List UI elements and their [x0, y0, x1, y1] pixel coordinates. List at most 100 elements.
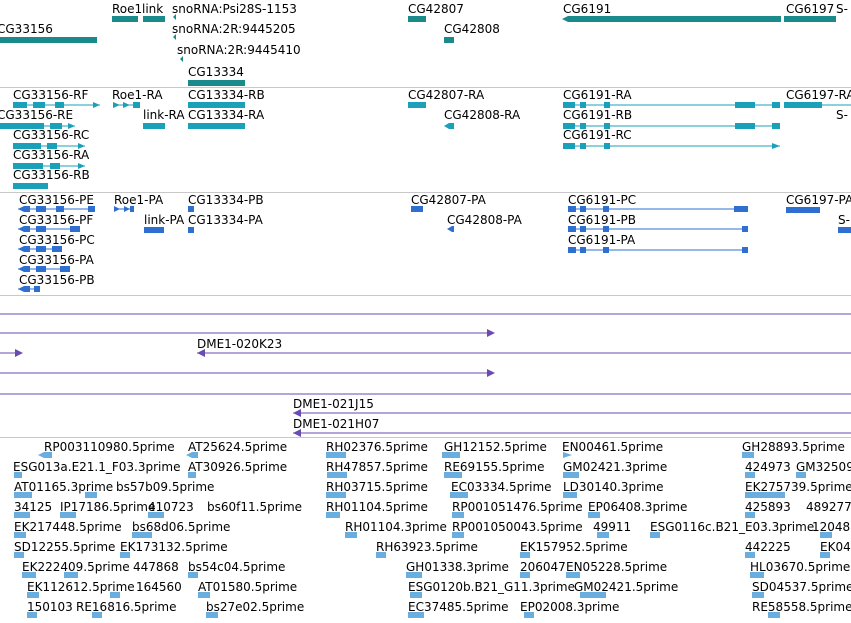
clone-label[interactable]: DME1-021J15 [293, 397, 374, 411]
est-label[interactable]: EC37485.5prime [408, 600, 509, 614]
protein-glyph[interactable] [18, 246, 62, 252]
protein-glyph[interactable] [188, 227, 194, 233]
est-label[interactable]: 424973 [745, 460, 791, 474]
est-label[interactable]: bs68d06.5prime [132, 520, 231, 534]
est-glyph[interactable] [92, 612, 102, 618]
transcript-label[interactable]: CG6197-RA [786, 88, 851, 102]
est-glyph[interactable] [27, 592, 39, 598]
est-label[interactable]: EN00461.5prime [562, 440, 664, 454]
est-glyph[interactable] [38, 452, 52, 458]
transcript-glyph[interactable] [0, 123, 75, 129]
est-glyph[interactable] [14, 512, 30, 518]
est-glyph[interactable] [524, 612, 534, 618]
transcript-glyph[interactable] [563, 143, 780, 149]
clone-glyph[interactable] [197, 349, 851, 357]
est-label[interactable]: RE58558.5prime [752, 600, 851, 614]
protein-glyph[interactable] [188, 206, 194, 212]
transcript-label[interactable]: CG13334-RA [188, 108, 265, 122]
est-label[interactable]: ESG0116c.B21_E03.3prime [650, 520, 815, 534]
protein-glyph[interactable] [447, 226, 454, 232]
est-glyph[interactable] [650, 532, 660, 538]
est-label[interactable]: ESG013a.E21.1_F03.3prime [13, 460, 181, 474]
est-label[interactable]: EP06408.3prime [588, 500, 688, 514]
gene-label[interactable]: snoRNA:Psi28S-1153 [172, 2, 297, 16]
est-glyph[interactable] [442, 452, 460, 458]
gene-glyph[interactable] [180, 56, 183, 62]
gene-label[interactable]: CG42807 [408, 2, 464, 16]
protein-label[interactable]: CG33156-PF [19, 213, 94, 227]
protein-label[interactable]: CG13334-PB [188, 193, 264, 207]
protein-label[interactable]: CG33156-PC [19, 233, 95, 247]
protein-label[interactable]: CG42807-PA [411, 193, 486, 207]
transcript-label[interactable]: Roe1-RA [112, 88, 163, 102]
clone-glyph[interactable] [0, 369, 495, 377]
est-label[interactable]: EK157952.5prime [520, 540, 628, 554]
protein-label[interactable]: CG6191-PB [568, 213, 637, 227]
est-label[interactable]: EN05228.5prime [566, 560, 668, 574]
est-label[interactable]: GH01338.3prime [406, 560, 509, 574]
transcript-glyph[interactable] [188, 123, 245, 129]
gene-glyph[interactable] [408, 16, 426, 22]
est-glyph[interactable] [14, 472, 22, 478]
protein-glyph[interactable] [18, 206, 95, 212]
transcript-label[interactable]: link-RA [143, 108, 185, 122]
est-label[interactable]: bs57b09.5prime [116, 480, 215, 494]
est-label[interactable]: 410723 [148, 500, 194, 514]
protein-glyph[interactable] [18, 266, 70, 272]
est-glyph[interactable] [408, 612, 424, 618]
gene-label[interactable]: CG6191 [563, 2, 612, 16]
est-label[interactable]: 49911 [593, 520, 632, 534]
est-label[interactable]: EP02008.3prime [520, 600, 620, 614]
transcript-glyph[interactable] [13, 183, 48, 189]
est-label[interactable]: IP17186.5prime [60, 500, 156, 514]
est-label[interactable]: RP001050043.5prime [452, 520, 583, 534]
est-label[interactable]: SD12255.5prime [14, 540, 116, 554]
clone-glyph[interactable] [0, 329, 495, 337]
transcript-glyph[interactable] [784, 102, 851, 108]
est-label[interactable]: GM02421.5prime [574, 580, 679, 594]
est-label[interactable]: bs27e02.5prime [206, 600, 305, 614]
est-glyph[interactable] [566, 572, 580, 578]
est-glyph[interactable] [27, 612, 37, 618]
est-label[interactable]: 12048 [812, 520, 851, 534]
gene-glyph[interactable] [173, 14, 176, 20]
est-glyph[interactable] [22, 572, 36, 578]
est-label[interactable]: EC03334.5prime [451, 480, 552, 494]
est-glyph[interactable] [198, 592, 210, 598]
est-label[interactable]: HL03670.5prime [750, 560, 851, 574]
protein-glyph[interactable] [144, 227, 164, 233]
est-glyph[interactable] [326, 492, 346, 498]
est-label[interactable]: EK112612.5prime [27, 580, 135, 594]
est-glyph[interactable] [444, 472, 462, 478]
est-glyph[interactable] [14, 492, 32, 498]
est-glyph[interactable] [520, 552, 530, 558]
est-label[interactable]: LD30140.3prime [563, 480, 664, 494]
transcript-glyph[interactable] [563, 123, 780, 129]
est-glyph[interactable] [745, 552, 755, 558]
clone-glyph[interactable] [293, 409, 851, 417]
protein-label[interactable]: CG33156-PA [19, 253, 94, 267]
est-label[interactable]: 425893 [745, 500, 791, 514]
est-label[interactable]: SD04537.5prime [752, 580, 851, 594]
est-label[interactable]: GH12152.5prime [444, 440, 547, 454]
transcript-label[interactable]: S- [836, 108, 848, 122]
clone-glyph[interactable] [293, 429, 851, 437]
est-label[interactable]: AT25624.5prime [188, 440, 288, 454]
est-label[interactable]: 489277 [806, 500, 851, 514]
gene-glyph[interactable] [444, 37, 454, 43]
gene-glyph[interactable] [143, 16, 165, 22]
transcript-label[interactable]: CG33156-RB [13, 168, 90, 182]
gene-glyph[interactable] [188, 80, 245, 86]
est-glyph[interactable] [410, 592, 422, 598]
protein-glyph[interactable] [114, 206, 134, 212]
gene-label[interactable]: snoRNA:2R:9445410 [177, 43, 301, 57]
est-glyph[interactable] [563, 472, 579, 478]
protein-glyph[interactable] [568, 206, 748, 212]
est-label[interactable]: EK222409.5prime [22, 560, 130, 574]
est-glyph[interactable] [745, 512, 755, 518]
transcript-glyph[interactable] [408, 102, 426, 108]
gene-label[interactable]: snoRNA:2R:9445205 [172, 22, 296, 36]
est-glyph[interactable] [588, 512, 600, 518]
protein-label[interactable]: CG6191-PA [568, 233, 636, 247]
est-label[interactable]: RP001051476.5prime [452, 500, 583, 514]
